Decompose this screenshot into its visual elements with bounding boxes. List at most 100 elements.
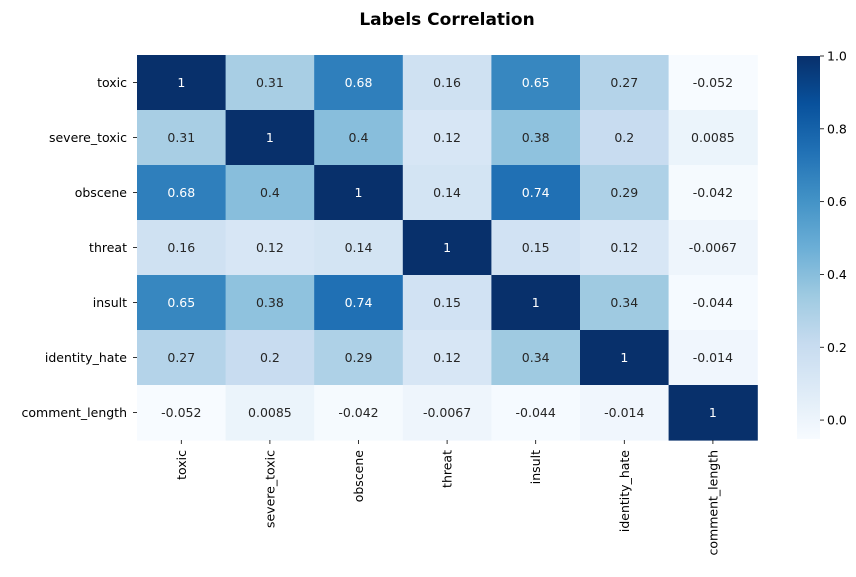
- colorbar-tick-label: 0.2: [827, 340, 847, 355]
- cell-value-label: -0.052: [161, 405, 201, 420]
- heatmap-cell: [314, 385, 404, 441]
- cell-value-label: 0.29: [345, 350, 373, 365]
- x-tick-label: obscene: [351, 450, 366, 503]
- cell-value-label: 1: [355, 185, 363, 200]
- x-tick-label: severe_toxic: [262, 450, 277, 528]
- heatmap-cell: [314, 165, 404, 221]
- heatmap-cell: [491, 385, 581, 441]
- heatmap-cell: [137, 110, 227, 166]
- heatmap-cell: [668, 275, 758, 331]
- heatmap-cell: [225, 330, 315, 386]
- heatmap-cell: [225, 110, 315, 166]
- heatmap-cell: [491, 220, 581, 276]
- cell-value-label: 0.16: [167, 240, 195, 255]
- cell-value-label: 0.65: [522, 75, 550, 90]
- cell-value-label: -0.042: [338, 405, 378, 420]
- heatmap-cell: [402, 275, 492, 331]
- y-tick-label: comment_length: [22, 405, 127, 420]
- cell-value-label: 0.27: [610, 75, 638, 90]
- cell-value-label: 0.0085: [691, 130, 735, 145]
- cell-value-label: 0.12: [256, 240, 284, 255]
- heatmap-cell: [402, 385, 492, 441]
- heatmap-cell: [225, 385, 315, 441]
- x-tick-label: comment_length: [705, 450, 720, 555]
- y-tick-label: toxic: [97, 75, 127, 90]
- cell-value-label: 0.34: [522, 350, 550, 365]
- cell-value-label: 0.29: [610, 185, 638, 200]
- cell-value-label: 1: [620, 350, 628, 365]
- cell-value-label: 0.31: [256, 75, 284, 90]
- heatmap-cell: [580, 55, 670, 111]
- cell-value-label: -0.052: [693, 75, 733, 90]
- cell-value-label: -0.044: [516, 405, 556, 420]
- heatmap-cell: [580, 385, 670, 441]
- cell-value-label: 1: [443, 240, 451, 255]
- heatmap-cell: [668, 165, 758, 221]
- heatmap-cell: [314, 110, 404, 166]
- cell-value-label: 0.16: [433, 75, 461, 90]
- x-tick-label: toxic: [174, 450, 189, 480]
- colorbar-tick-label: 1.0: [827, 49, 847, 64]
- heatmap-cell: [402, 110, 492, 166]
- heatmap-cell: [580, 330, 670, 386]
- cell-value-label: 0.31: [167, 130, 195, 145]
- cell-value-label: 0.4: [349, 130, 369, 145]
- heatmap-cell: [137, 275, 227, 331]
- heatmap-cell: [402, 220, 492, 276]
- y-tick-label: severe_toxic: [49, 130, 127, 145]
- cell-value-label: 0.68: [167, 185, 195, 200]
- cell-value-label: 1: [709, 405, 717, 420]
- colorbar-tick-label: 0.0: [827, 413, 847, 428]
- heatmap-cell: [225, 275, 315, 331]
- heatmap-cell: [314, 275, 404, 331]
- heatmap-cell: [314, 55, 404, 111]
- cell-value-label: 0.74: [345, 295, 373, 310]
- heatmap-cells: 1 0.31 0.68 0.16 0.65 0.27 -0.052 0.31 1 0.4 0.12 0…: [137, 55, 758, 441]
- heatmap-cell: [668, 330, 758, 386]
- cell-value-label: 0.12: [610, 240, 638, 255]
- heatmap-cell: [137, 220, 227, 276]
- heatmap-cell: [314, 330, 404, 386]
- heatmap-cell: [225, 165, 315, 221]
- heatmap-cell: [668, 55, 758, 111]
- cell-value-label: 1: [266, 130, 274, 145]
- heatmap-cell: [580, 165, 670, 221]
- cell-value-label: 0.12: [433, 130, 461, 145]
- colorbar: 0.0 0.2 0.4 0.6 0.8 1.0: [797, 49, 847, 439]
- heatmap-cell: [491, 55, 581, 111]
- cell-value-label: -0.014: [604, 405, 644, 420]
- cell-value-label: 0.14: [345, 240, 373, 255]
- heatmap-cell: [225, 55, 315, 111]
- heatmap-cell: [491, 165, 581, 221]
- chart-title: Labels Correlation: [359, 10, 534, 30]
- cell-value-label: 0.0085: [248, 405, 292, 420]
- heatmap-cell: [137, 55, 227, 111]
- colorbar-tick-label: 0.6: [827, 194, 847, 209]
- heatmap-cell: [580, 275, 670, 331]
- heatmap-cell: [137, 385, 227, 441]
- cell-value-label: 0.15: [522, 240, 550, 255]
- heatmap-cell: [668, 110, 758, 166]
- cell-value-label: 0.14: [433, 185, 461, 200]
- heatmap-cell: [668, 385, 758, 441]
- cell-value-label: 0.27: [167, 350, 195, 365]
- heatmap-cell: [137, 165, 227, 221]
- colorbar-tick-label: 0.4: [827, 267, 847, 282]
- y-tick-label: obscene: [75, 185, 128, 200]
- cell-value-label: 0.74: [522, 185, 550, 200]
- cell-value-label: 1: [532, 295, 540, 310]
- cell-value-label: 0.68: [345, 75, 373, 90]
- cell-value-label: -0.044: [693, 295, 733, 310]
- colorbar-tick-label: 0.8: [827, 121, 847, 136]
- y-tick-label: identity_hate: [45, 350, 127, 365]
- cell-value-label: 0.34: [610, 295, 638, 310]
- cell-value-label: -0.0067: [423, 405, 471, 420]
- x-tick-label: identity_hate: [617, 450, 632, 532]
- colorbar-ticks: 0.0 0.2 0.4 0.6 0.8 1.0: [820, 49, 847, 428]
- cell-value-label: 0.2: [260, 350, 280, 365]
- cell-value-label: -0.0067: [689, 240, 737, 255]
- heatmap-cell: [402, 165, 492, 221]
- cell-value-label: 1: [177, 75, 185, 90]
